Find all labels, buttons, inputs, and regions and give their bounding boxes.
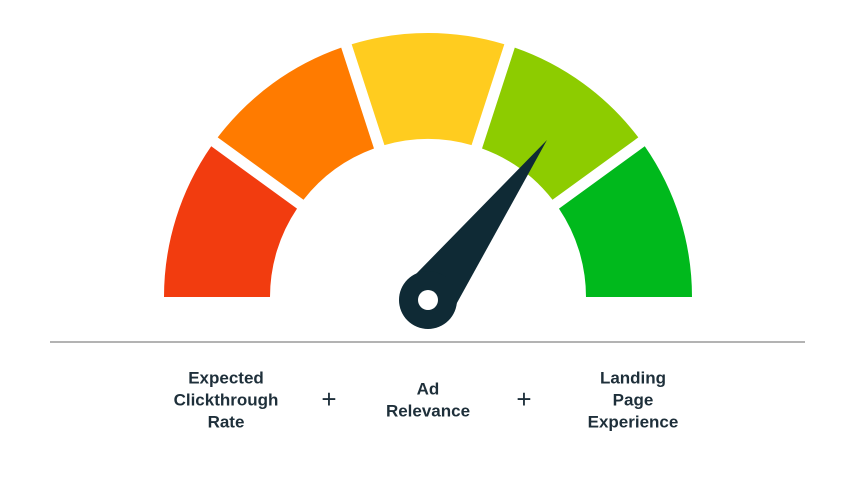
label: Rate xyxy=(208,412,245,431)
label: Landing xyxy=(600,368,666,387)
gauge-segment xyxy=(482,47,639,200)
needle-hole xyxy=(418,290,438,310)
gauge-segment xyxy=(558,146,692,297)
label: Experience xyxy=(588,412,679,431)
gauge-segment xyxy=(217,47,374,200)
gauge-segment xyxy=(351,33,505,146)
plus: + xyxy=(516,384,531,414)
label: Ad xyxy=(417,379,440,398)
label: Page xyxy=(613,390,654,409)
plus: + xyxy=(321,384,336,414)
label: Clickthrough xyxy=(174,390,279,409)
gauge-segment xyxy=(164,146,298,297)
label: Expected xyxy=(188,368,264,387)
label: Relevance xyxy=(386,401,470,420)
gauge xyxy=(164,33,692,297)
needle-pointer xyxy=(406,140,547,317)
needle xyxy=(399,140,547,329)
